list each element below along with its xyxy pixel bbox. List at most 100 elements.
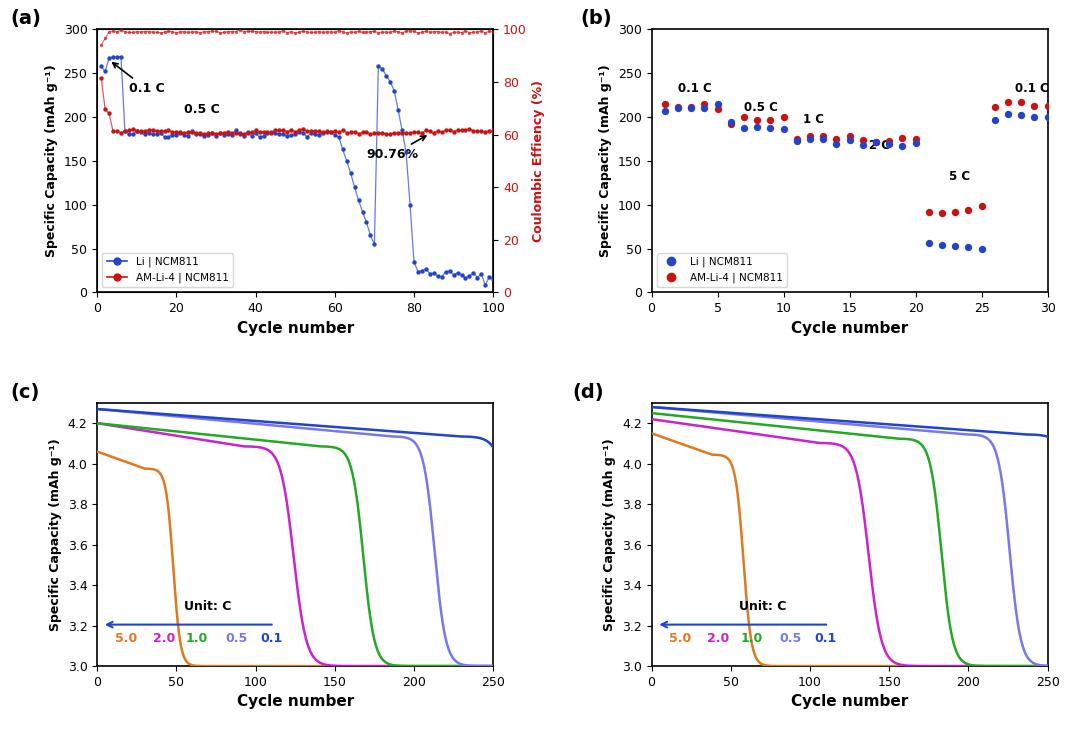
Point [708, 98, 726, 110]
Point [933, 239, 950, 251]
Point [445, 26, 462, 38]
Point [481, 125, 498, 137]
Point [322, 127, 339, 138]
Point [405, 256, 422, 268]
Point [1039, 111, 1056, 123]
Point [457, 25, 474, 37]
Point [295, 123, 312, 135]
Point [381, 76, 399, 88]
Point [461, 270, 478, 282]
Point [346, 182, 363, 193]
Point [393, 124, 410, 136]
Point [485, 273, 502, 285]
Point [429, 270, 446, 282]
Point [188, 128, 205, 140]
Point [449, 267, 467, 279]
Point [473, 126, 490, 138]
Point [405, 26, 422, 37]
Point [464, 26, 482, 38]
Point [160, 124, 177, 136]
Point [397, 26, 415, 37]
Point [129, 26, 146, 37]
Point [235, 26, 253, 37]
Point [243, 26, 260, 37]
Point [319, 126, 336, 138]
Point [867, 136, 885, 148]
Point [476, 126, 494, 138]
Point [381, 129, 399, 141]
Point [132, 125, 149, 137]
Point [426, 127, 443, 138]
Point [960, 241, 977, 253]
Point [357, 217, 375, 228]
Point [140, 127, 158, 138]
Point [176, 127, 193, 139]
Point [286, 126, 303, 138]
Point [105, 126, 122, 138]
Point [96, 103, 113, 115]
Point [291, 126, 308, 138]
Point [1013, 97, 1030, 108]
Point [247, 124, 265, 136]
Point [433, 127, 450, 138]
Point [224, 129, 241, 141]
Point [437, 266, 455, 277]
Point [366, 127, 383, 139]
Point [485, 26, 502, 38]
Point [946, 240, 963, 252]
Point [129, 125, 146, 137]
Text: 1.0: 1.0 [186, 632, 208, 645]
Point [390, 127, 407, 139]
Point [179, 26, 197, 38]
Point [195, 130, 213, 142]
Point [369, 127, 387, 139]
Point [476, 27, 494, 39]
Point [801, 133, 819, 145]
Point [374, 26, 391, 38]
Point [414, 265, 431, 277]
Point [243, 127, 260, 138]
Point [188, 127, 205, 138]
Point [172, 127, 189, 139]
Point [319, 125, 336, 137]
Point [152, 124, 170, 136]
Point [393, 27, 410, 39]
Point [212, 127, 229, 139]
Point [338, 155, 355, 167]
Text: Unit: C: Unit: C [185, 600, 232, 613]
Point [310, 129, 327, 141]
Y-axis label: Specific Capacity (mAh g⁻¹): Specific Capacity (mAh g⁻¹) [604, 438, 617, 631]
Point [775, 123, 793, 135]
Point [274, 124, 292, 136]
Point [224, 127, 241, 139]
Point [326, 125, 343, 137]
Point [200, 129, 217, 141]
Point [402, 127, 419, 139]
Point [409, 266, 427, 277]
Point [338, 127, 355, 138]
Point [369, 60, 387, 72]
Point [314, 127, 332, 138]
Point [469, 272, 486, 283]
Point [476, 280, 494, 291]
Y-axis label: Specific Capacity (mAh g⁻¹): Specific Capacity (mAh g⁻¹) [49, 438, 62, 631]
Point [322, 26, 339, 38]
Point [350, 195, 367, 206]
Point [200, 26, 217, 37]
Point [156, 26, 173, 38]
Point [346, 26, 363, 38]
Point [212, 27, 229, 39]
Point [429, 125, 446, 137]
Point [381, 26, 399, 38]
Point [120, 128, 137, 140]
Point [136, 125, 153, 137]
Point [243, 130, 260, 142]
Point [148, 125, 165, 137]
Point [723, 118, 740, 130]
Point [461, 123, 478, 135]
Point [144, 124, 161, 136]
Point [350, 128, 367, 140]
Point [267, 26, 284, 38]
Point [302, 127, 320, 139]
Point [132, 127, 149, 138]
